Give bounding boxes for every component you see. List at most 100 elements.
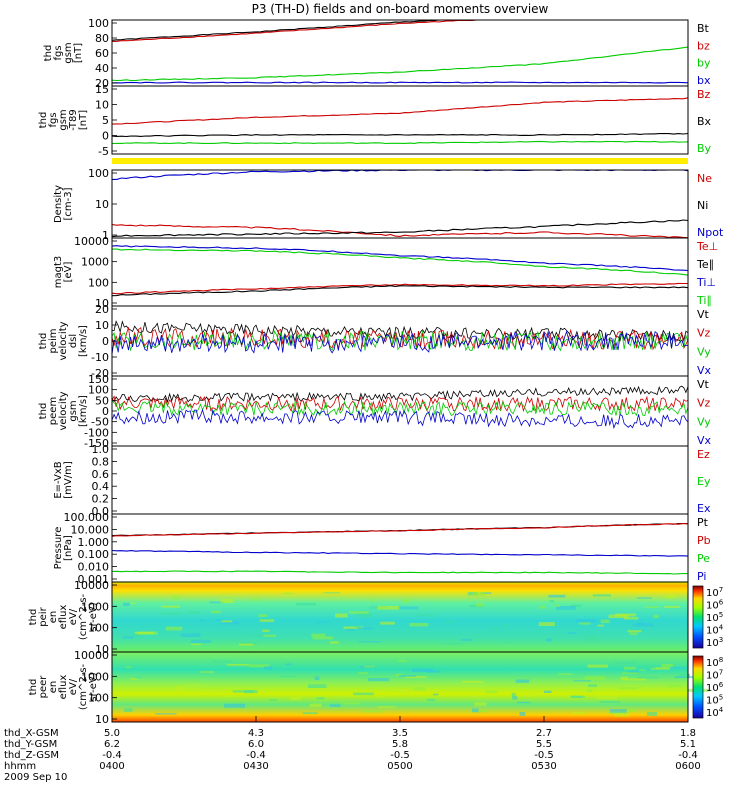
peer-spectrogram-texture xyxy=(432,693,439,696)
pressure-series-Pb xyxy=(111,523,689,537)
fgs-gsm-legend-Bt: Bt xyxy=(697,22,710,35)
density-series-Npot xyxy=(112,169,689,180)
fgs-gsm-series-bz xyxy=(111,19,688,43)
peir-spectrogram-texture xyxy=(538,622,555,626)
peir-spectrogram-texture xyxy=(311,633,326,637)
peem-velocity-legend-Vy: Vy xyxy=(697,415,711,428)
fgs-dgsm-ylabel: -T89 xyxy=(68,109,79,131)
temperature-ytick-label: 100 xyxy=(88,276,109,289)
peir-spectrogram-texture xyxy=(568,632,577,634)
peir-spectrogram-texture xyxy=(461,638,472,641)
peer-spectrogram-texture xyxy=(608,712,627,715)
temperature-ylabel: magt3 xyxy=(53,256,64,289)
peir-spectrogram-colorbar xyxy=(692,585,704,649)
peer-spectrogram-texture xyxy=(314,676,320,681)
fgs-gsm-frame xyxy=(111,19,689,87)
fgs-gsm-ytick-label: 20 xyxy=(95,77,109,90)
time-tick-t: 0530 xyxy=(531,761,556,772)
density-legend-Ne: Ne xyxy=(697,172,712,185)
peir-spectrogram-texture xyxy=(221,620,233,623)
peim-velocity-ytick-label: 10 xyxy=(95,319,109,332)
temperature-series-Te∥ xyxy=(111,285,689,297)
temperature-legend-Te∥: Te∥ xyxy=(696,258,714,271)
fgs-dgsm-ytick-label: 15 xyxy=(95,83,109,96)
peem-velocity-ytick-label: 100 xyxy=(88,384,109,397)
peer-spectrogram-texture xyxy=(186,684,203,686)
peer-spectrogram-texture xyxy=(572,712,586,715)
peer-spectrogram-texture xyxy=(279,676,297,678)
peir-spectrogram-texture xyxy=(209,601,224,604)
peer-spectrogram-texture xyxy=(622,672,640,674)
efield-ytick-label: 0.0 xyxy=(92,505,110,518)
peim-velocity-ylabel: thd xyxy=(38,333,49,350)
peer-spectrogram-texture xyxy=(248,664,270,668)
temperature-legend-Ti∥: Ti∥ xyxy=(696,294,712,307)
peer-spectrogram-texture xyxy=(595,697,618,700)
peir-spectrogram-texture xyxy=(199,619,205,622)
peem-velocity-ylabel: gsm xyxy=(68,400,79,421)
peir-spectrogram-texture xyxy=(548,594,566,598)
peir-spectrogram-texture xyxy=(239,643,253,646)
peir-spectrogram-texture xyxy=(335,613,348,618)
peir-spectrogram-texture xyxy=(441,643,464,645)
peer-spectrogram-texture xyxy=(330,704,341,707)
peir-spectrogram-texture xyxy=(355,625,361,628)
density-series-Ni xyxy=(111,219,689,238)
efield-ytick-label: 0.8 xyxy=(92,455,110,468)
temperature-ytick-label: 10000 xyxy=(74,235,109,248)
peir-spectrogram-texture xyxy=(180,633,201,637)
peem-velocity-ytick-label: 0 xyxy=(102,405,109,418)
time-tick-t: 0500 xyxy=(387,761,412,772)
peir-spectrogram-texture xyxy=(123,602,130,606)
density-frame xyxy=(111,169,689,239)
peer-spectrogram-texture xyxy=(353,692,374,696)
time-tick-z: -0.5 xyxy=(390,750,410,761)
temperature-series-Ti⊥ xyxy=(111,245,689,272)
peir-spectrogram-texture xyxy=(329,641,339,644)
peim-velocity-ytick-label: -10 xyxy=(91,351,109,364)
efield-ytick-label: 0.4 xyxy=(92,480,110,493)
peir-spectrogram-texture xyxy=(160,612,182,615)
peer-spectrogram-texture xyxy=(485,690,497,694)
peir-spectrogram-texture xyxy=(503,624,509,627)
peer-spectrogram-colorbar-tick: 108 xyxy=(706,656,723,669)
peer-spectrogram-texture xyxy=(302,712,318,715)
peer-spectrogram-texture xyxy=(570,695,583,698)
peer-spectrogram-texture xyxy=(412,668,433,673)
peim-velocity-legend-Vt: Vt xyxy=(697,308,710,321)
peir-spectrogram-texture xyxy=(575,619,597,622)
fgs-dgsm-ylabel: gsm xyxy=(58,109,69,130)
peer-spectrogram-texture xyxy=(570,696,586,698)
peir-spectrogram-texture xyxy=(664,605,680,608)
fgs-gsm-legend-by: by xyxy=(697,57,711,70)
fgs-gsm-ylabel: [nT] xyxy=(73,43,84,63)
temperature-ytick-label: 1000 xyxy=(81,256,109,269)
peir-spectrogram-texture xyxy=(187,611,201,614)
peer-spectrogram-texture xyxy=(628,670,640,674)
time-axis: 5.06.2-0.404004.36.0-0.404303.55.8-0.505… xyxy=(4,716,701,783)
peer-spectrogram-texture xyxy=(511,693,516,697)
peir-spectrogram-texture xyxy=(190,639,211,643)
peem-velocity-ylabel: [km/s] xyxy=(78,395,89,427)
time-tick-x: 5.0 xyxy=(104,728,120,739)
peer-spectrogram-texture xyxy=(224,703,245,708)
pressure-legend-Pb: Pb xyxy=(697,534,711,547)
peer-spectrogram-texture xyxy=(309,703,322,708)
peir-spectrogram-texture xyxy=(665,594,677,599)
peir-spectrogram-texture xyxy=(632,623,653,627)
peir-spectrogram-ytick-label: 1000 xyxy=(81,600,109,613)
density-ytick-label: 1 xyxy=(102,229,109,242)
efield-legend-Ey: Ey xyxy=(697,475,711,488)
peem-velocity-series-Vz xyxy=(111,395,689,413)
peer-spectrogram-texture xyxy=(620,708,636,712)
time-tick-z: -0.5 xyxy=(534,750,554,761)
peir-spectrogram-texture xyxy=(579,622,591,625)
peir-spectrogram-texture xyxy=(323,592,341,594)
peer-spectrogram-texture xyxy=(125,666,132,668)
peer-spectrogram-texture xyxy=(637,676,659,679)
peem-velocity-ytick-label: 150 xyxy=(88,373,109,386)
peer-spectrogram-texture xyxy=(200,671,215,673)
pressure-legend-Pi: Pi xyxy=(697,570,706,583)
